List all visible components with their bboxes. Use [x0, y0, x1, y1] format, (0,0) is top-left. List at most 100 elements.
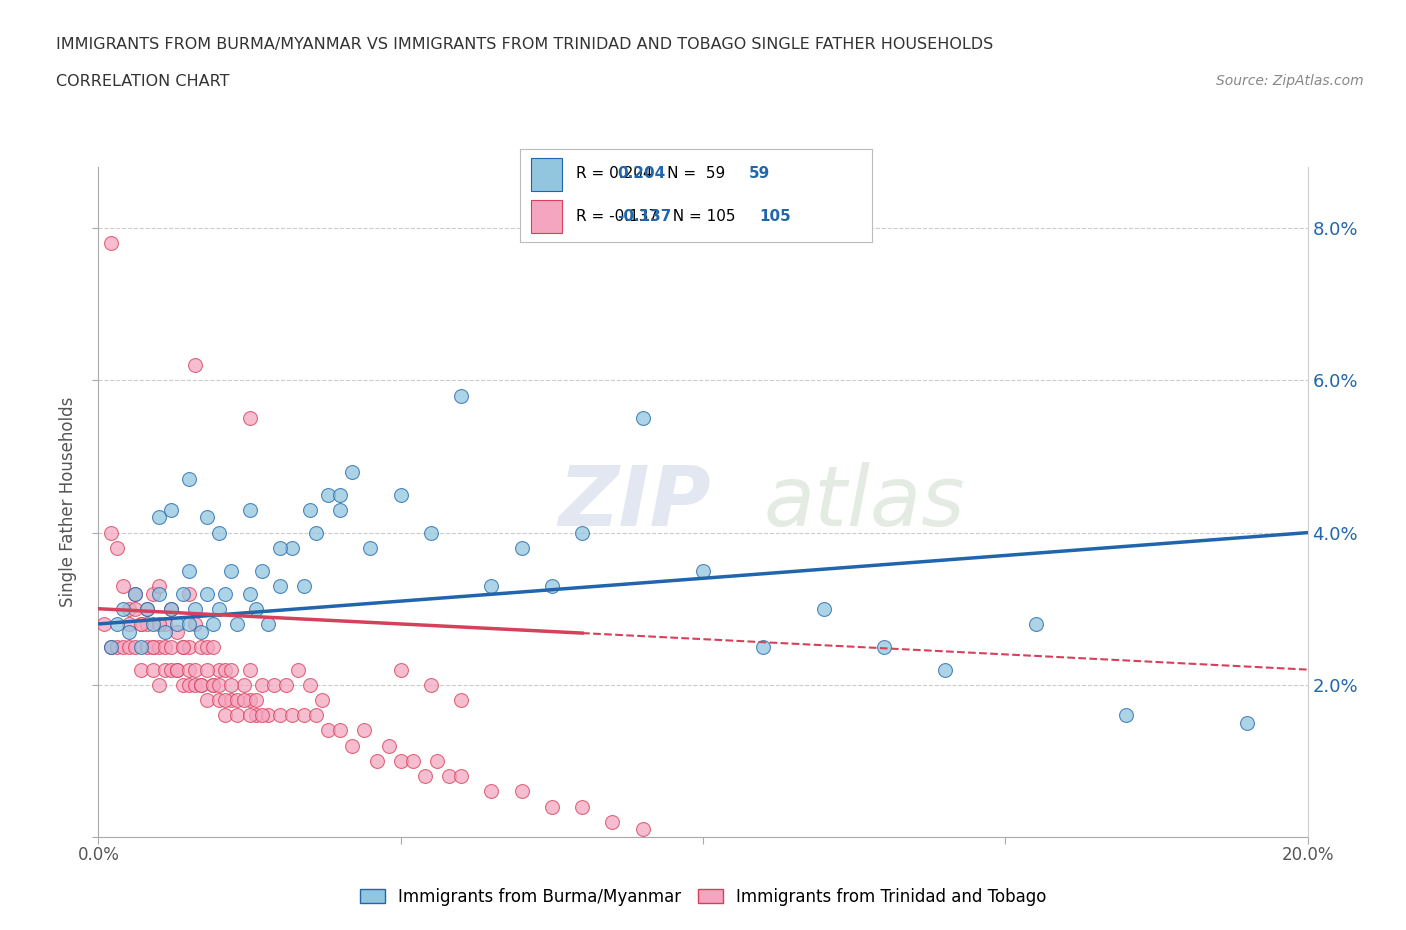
Point [184, 602, 207, 617]
Point [208, 677, 231, 692]
Point [179, 677, 201, 692]
Point [124, 586, 146, 601]
Point [124, 602, 146, 617]
Point [111, 639, 134, 654]
Point [540, 578, 562, 593]
Point [402, 753, 425, 768]
Point [256, 617, 278, 631]
Point [342, 464, 364, 479]
Point [111, 602, 134, 617]
Text: R = 0.204   N =  59: R = 0.204 N = 59 [576, 166, 725, 181]
Point [571, 525, 593, 540]
Point [250, 564, 273, 578]
Y-axis label: Single Father Households: Single Father Households [59, 397, 77, 607]
Point [413, 769, 436, 784]
Point [214, 708, 236, 723]
Point [202, 677, 225, 692]
Point [692, 564, 714, 578]
Point [239, 708, 262, 723]
Point [142, 617, 165, 631]
Point [311, 693, 333, 708]
Point [269, 708, 291, 723]
Point [184, 617, 207, 631]
Point [100, 236, 122, 251]
Point [124, 586, 146, 601]
Point [226, 617, 249, 631]
Point [160, 602, 183, 617]
Point [142, 662, 165, 677]
Point [118, 617, 141, 631]
Point [1236, 715, 1258, 730]
Text: Source: ZipAtlas.com: Source: ZipAtlas.com [1216, 74, 1364, 88]
Point [329, 502, 352, 517]
Point [292, 708, 315, 723]
Point [166, 624, 188, 639]
Point [100, 639, 122, 654]
Point [148, 617, 170, 631]
Point [190, 677, 212, 692]
Point [214, 693, 236, 708]
Point [118, 624, 141, 639]
Text: -0.137: -0.137 [617, 209, 671, 224]
Point [481, 578, 503, 593]
Point [190, 677, 212, 692]
Point [105, 639, 128, 654]
Point [245, 693, 267, 708]
Point [226, 708, 249, 723]
Point [195, 693, 218, 708]
Point [129, 662, 152, 677]
Point [202, 677, 225, 692]
Point [184, 358, 207, 373]
Point [160, 662, 183, 677]
Point [269, 540, 291, 555]
Point [179, 564, 201, 578]
Text: 0.204: 0.204 [617, 166, 665, 181]
Point [232, 693, 254, 708]
Point [287, 662, 309, 677]
Point [142, 586, 165, 601]
Point [135, 617, 157, 631]
Point [135, 602, 157, 617]
Point [450, 388, 472, 403]
Point [239, 502, 262, 517]
Point [389, 662, 412, 677]
Point [631, 411, 654, 426]
Point [118, 602, 141, 617]
Point [269, 578, 291, 593]
Point [172, 639, 194, 654]
Point [540, 799, 562, 814]
Point [100, 525, 122, 540]
Point [111, 578, 134, 593]
Point [208, 662, 231, 677]
Point [153, 624, 176, 639]
Point [389, 753, 412, 768]
Point [450, 693, 472, 708]
Point [202, 639, 225, 654]
Point [377, 738, 399, 753]
Point [195, 586, 218, 601]
Point [179, 639, 201, 654]
Point [184, 662, 207, 677]
Point [208, 693, 231, 708]
Point [263, 677, 285, 692]
Point [813, 602, 835, 617]
Point [93, 617, 115, 631]
Point [250, 708, 273, 723]
Point [239, 693, 262, 708]
Point [179, 472, 201, 486]
Text: IMMIGRANTS FROM BURMA/MYANMAR VS IMMIGRANTS FROM TRINIDAD AND TOBAGO SINGLE FATH: IMMIGRANTS FROM BURMA/MYANMAR VS IMMIGRA… [56, 37, 994, 52]
Point [510, 540, 533, 555]
Point [135, 602, 157, 617]
Point [166, 617, 188, 631]
Point [239, 411, 262, 426]
Point [100, 639, 122, 654]
Point [226, 693, 249, 708]
Point [245, 602, 267, 617]
Point [148, 639, 170, 654]
Bar [531, 158, 562, 191]
Point [420, 525, 443, 540]
Point [245, 708, 267, 723]
Text: 0.0%: 0.0% [77, 846, 120, 864]
Point [129, 639, 152, 654]
Point [481, 784, 503, 799]
